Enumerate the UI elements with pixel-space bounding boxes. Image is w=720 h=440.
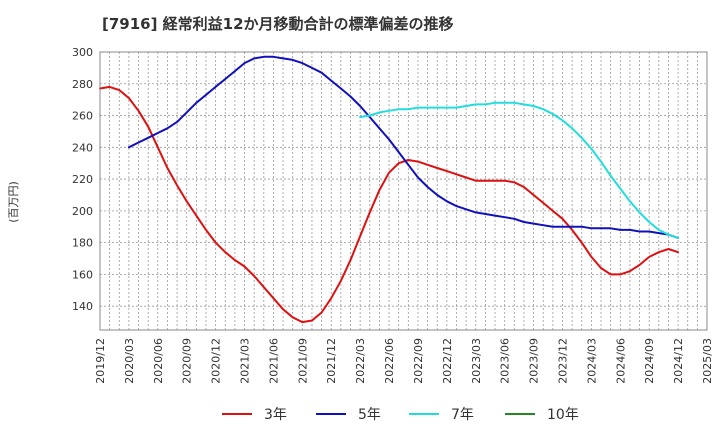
x-tick-label: 2024/03 [585, 338, 598, 384]
y-tick-label: 200 [72, 205, 93, 218]
x-tick-label: 2022/12 [441, 338, 454, 384]
x-tick-label: 2023/03 [470, 338, 483, 384]
x-tick-label: 2022/09 [412, 338, 425, 384]
x-tick-labels: 2019/12 2020/03 2020/06 2020/09 2020/12 2021/… [94, 338, 714, 384]
x-tick-label: 2021/03 [239, 338, 252, 384]
x-tick-label: 2025/03 [701, 338, 714, 384]
x-tick-label: 2022/06 [383, 338, 396, 384]
plot-frame [99, 51, 708, 331]
grid-layer [100, 51, 707, 330]
x-tick-label: 2024/12 [672, 338, 685, 384]
y-tick-label: 140 [72, 300, 93, 313]
x-tick-label: 2020/03 [123, 338, 136, 384]
x-tick-label: 2019/12 [94, 338, 107, 384]
series-line-3 [359, 101, 680, 239]
x-tick-label: 2024/09 [643, 338, 656, 384]
y-tick-label: 180 [72, 237, 93, 250]
series-line-2 [127, 55, 680, 239]
y-tick-label: 280 [72, 78, 93, 91]
x-tick-label: 2021/09 [296, 338, 309, 384]
x-tick-label: 2022/03 [354, 338, 367, 384]
y-tick-label: 260 [72, 110, 93, 123]
series-layer [99, 55, 680, 324]
legend-label: 5年 [358, 407, 381, 423]
x-tick-label: 2023/09 [528, 338, 541, 384]
x-tick-label: 2020/06 [152, 338, 165, 384]
legend: 3年 5年 7年 10年 [222, 407, 579, 423]
x-tick-label: 2020/09 [181, 338, 194, 384]
y-tick-label: 220 [72, 173, 93, 186]
y-tick-label: 240 [72, 141, 93, 154]
series-line-1 [99, 85, 680, 324]
x-tick-label: 2024/06 [614, 338, 627, 384]
y-tick-label: 300 [72, 46, 93, 59]
x-tick-label: 2020/12 [210, 338, 223, 384]
y-tick-labels: 140 160 180 200 220 240 260 280 300 [72, 46, 93, 313]
x-tick-label: 2021/06 [267, 338, 280, 384]
chart-title: [7916] 経常利益12か月移動合計の標準偏差の推移 [102, 15, 454, 33]
x-tick-label: 2023/06 [499, 338, 512, 384]
legend-label: 3年 [264, 407, 287, 423]
y-tick-label: 160 [72, 268, 93, 281]
x-tick-label: 2021/12 [325, 338, 338, 384]
y-axis-label: (百万円) [7, 181, 20, 223]
legend-label: 7年 [451, 407, 474, 423]
x-tick-label: 2023/12 [556, 338, 569, 384]
legend-label: 10年 [547, 407, 579, 423]
